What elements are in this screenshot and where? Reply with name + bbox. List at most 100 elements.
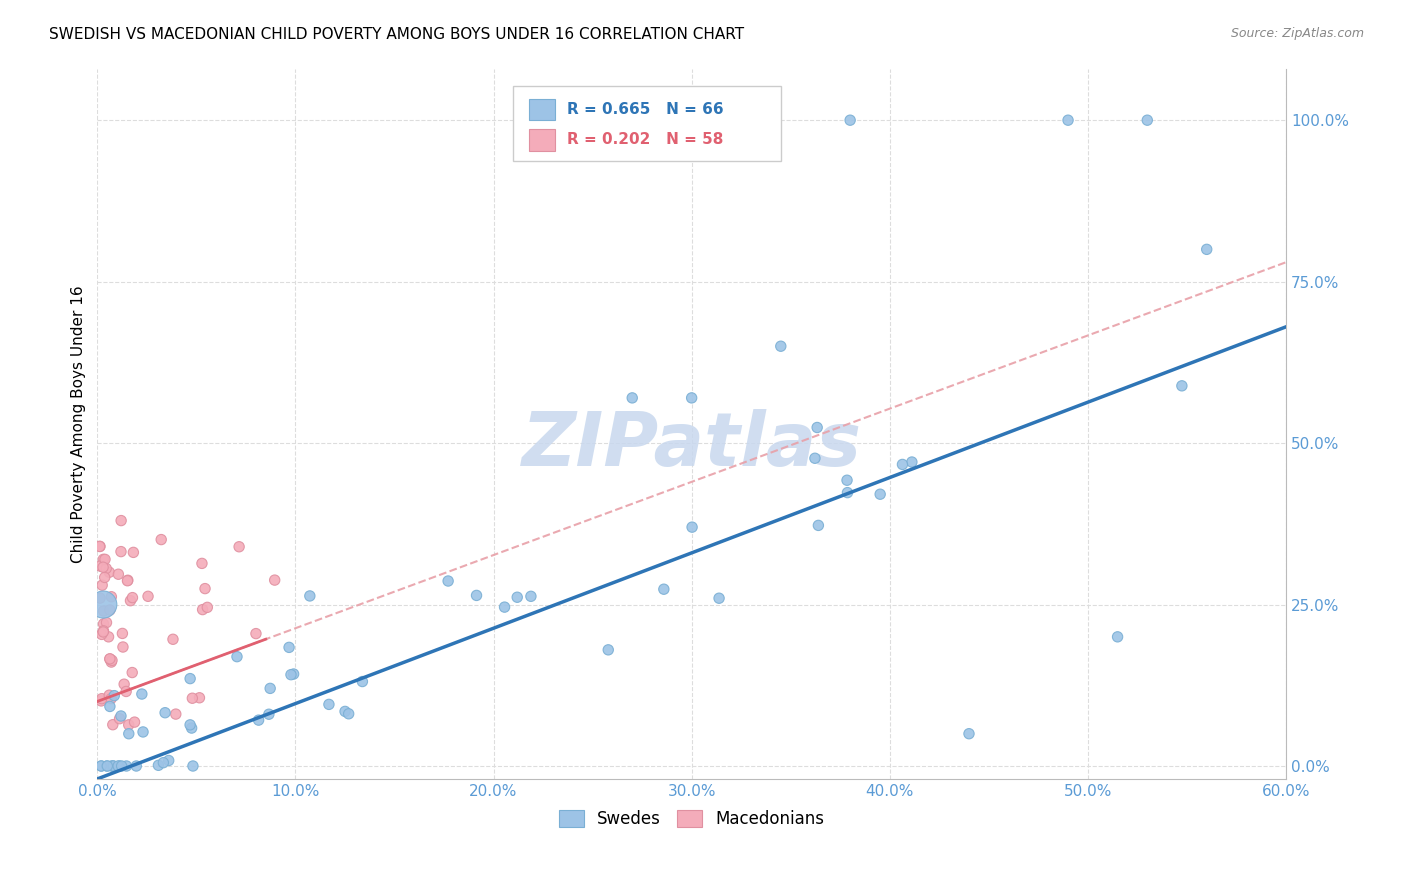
Point	[98, 652, 121, 666]
Point	[118, 727, 141, 741]
Point	[181, 759, 204, 773]
Text: ZIPatlas: ZIPatlas	[522, 409, 862, 482]
Point	[103, 689, 125, 703]
Point	[352, 674, 374, 689]
Point	[89, 591, 111, 606]
Point	[100, 691, 122, 706]
Point	[125, 759, 148, 773]
Point	[157, 754, 180, 768]
Point	[437, 574, 460, 588]
FancyBboxPatch shape	[529, 129, 555, 151]
Point	[110, 514, 132, 528]
Point	[90, 691, 112, 706]
Point	[131, 687, 153, 701]
Point	[89, 540, 111, 554]
Point	[110, 709, 132, 723]
Point	[98, 688, 121, 702]
Point	[337, 706, 360, 721]
Point	[110, 544, 132, 558]
Text: R = 0.202   N = 58: R = 0.202 N = 58	[567, 132, 723, 147]
Point	[283, 667, 305, 681]
Point	[120, 593, 142, 607]
Point	[621, 391, 644, 405]
Point	[121, 665, 143, 680]
Point	[837, 485, 859, 500]
Point	[707, 591, 730, 606]
Point	[891, 458, 914, 472]
FancyBboxPatch shape	[513, 87, 780, 161]
Point	[280, 667, 302, 681]
Point	[188, 690, 211, 705]
Point	[807, 518, 830, 533]
Text: SWEDISH VS MACEDONIAN CHILD POVERTY AMONG BOYS UNDER 16 CORRELATION CHART: SWEDISH VS MACEDONIAN CHILD POVERTY AMON…	[49, 27, 744, 42]
Point	[804, 451, 827, 466]
Point	[869, 487, 891, 501]
Point	[103, 759, 125, 773]
Point	[806, 420, 828, 434]
Point	[195, 600, 218, 615]
Point	[1171, 379, 1194, 393]
Point	[111, 640, 134, 654]
Point	[91, 560, 114, 574]
Point	[839, 113, 862, 128]
Point	[148, 758, 170, 772]
Point	[263, 573, 285, 587]
Point	[298, 589, 321, 603]
Point	[115, 759, 138, 773]
Point	[318, 698, 340, 712]
Point	[108, 712, 131, 726]
Point	[494, 600, 516, 615]
Point	[108, 759, 131, 773]
Point	[181, 691, 204, 706]
Point	[152, 756, 174, 770]
Point	[111, 759, 134, 773]
Point	[91, 624, 114, 639]
Point	[191, 557, 214, 571]
Point	[93, 570, 115, 584]
FancyBboxPatch shape	[529, 99, 555, 120]
Point	[162, 632, 184, 647]
Point	[90, 694, 112, 708]
Point	[101, 653, 124, 667]
Point	[93, 616, 115, 631]
Point	[598, 643, 620, 657]
Point	[121, 591, 143, 605]
Point	[89, 540, 111, 554]
Point	[247, 713, 270, 727]
Point	[179, 672, 201, 686]
Point	[107, 759, 129, 773]
Point	[132, 725, 155, 739]
Point	[165, 707, 187, 722]
Point	[257, 707, 280, 722]
Point	[180, 721, 202, 735]
Point	[1057, 113, 1080, 128]
Point	[278, 640, 301, 655]
Point	[89, 559, 111, 574]
Point	[118, 718, 141, 732]
Point	[681, 391, 703, 405]
Point	[259, 681, 281, 696]
Point	[681, 520, 703, 534]
Point	[111, 626, 134, 640]
Point	[1195, 243, 1218, 257]
Point	[122, 545, 145, 559]
Point	[91, 598, 114, 612]
Point	[465, 589, 488, 603]
Point	[98, 652, 121, 666]
Point	[226, 649, 249, 664]
Point	[98, 566, 121, 580]
Point	[835, 473, 858, 487]
Point	[245, 626, 267, 640]
Point	[96, 615, 118, 630]
Point	[194, 582, 217, 596]
Point	[93, 604, 115, 618]
Point	[100, 590, 122, 604]
Point	[652, 582, 675, 597]
Point	[506, 591, 529, 605]
Point	[98, 699, 121, 714]
Point	[90, 759, 112, 773]
Point	[117, 573, 139, 587]
Point	[96, 759, 118, 773]
Point	[96, 759, 118, 773]
Point	[101, 717, 124, 731]
